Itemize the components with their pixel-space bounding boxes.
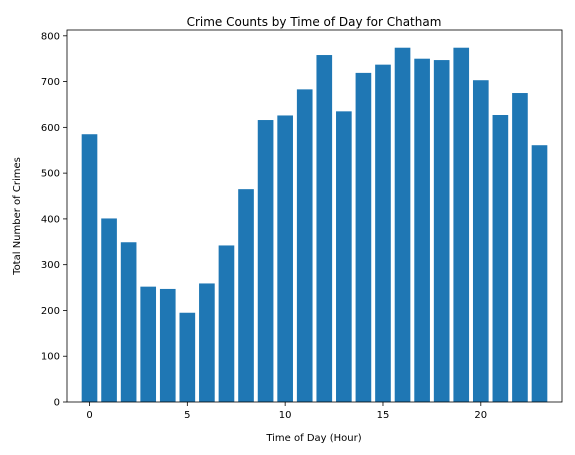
x-tick-label: 10: [279, 410, 292, 421]
bar-hour-7: [218, 245, 235, 402]
bar-hour-3: [140, 286, 157, 402]
y-tick-label: 500: [41, 169, 60, 180]
bar-hour-6: [199, 283, 215, 402]
y-tick-label: 600: [41, 123, 60, 134]
bar-hour-8: [238, 189, 254, 402]
chart-title: Crime Counts by Time of Day for Chatham: [187, 15, 442, 29]
x-axis-ticks: 0 5 10 15 20: [86, 402, 487, 421]
y-tick-label: 200: [41, 306, 60, 317]
bar-hour-12: [316, 55, 333, 402]
bar-hour-16: [394, 47, 411, 402]
bar-hour-9: [257, 120, 274, 402]
bar-hour-13: [336, 111, 352, 403]
y-tick-label: 800: [41, 31, 60, 42]
bar-hour-17: [414, 58, 430, 402]
bar-hour-21: [492, 115, 509, 403]
y-tick-label: 0: [54, 398, 60, 409]
x-tick-label: 5: [184, 410, 190, 421]
x-axis-label: Time of Day (Hour): [265, 433, 361, 444]
bar-series: [81, 47, 548, 403]
bar-hour-10: [277, 115, 293, 403]
y-axis-label: Total Number of Crimes: [12, 157, 23, 276]
y-tick-label: 300: [41, 260, 60, 271]
x-tick-label: 0: [86, 410, 92, 421]
bar-hour-0: [81, 134, 98, 403]
bar-hour-19: [453, 47, 470, 402]
bar-hour-11: [296, 89, 313, 402]
bar-hour-15: [375, 64, 391, 402]
bar-hour-14: [355, 72, 372, 403]
y-tick-label: 100: [41, 352, 60, 363]
x-tick-label: 20: [474, 410, 487, 421]
bar-hour-23: [531, 145, 548, 402]
bar-hour-22: [512, 93, 528, 402]
y-axis-ticks: 0 100 200 300 400 500 600 700 800: [41, 31, 67, 409]
bar-hour-5: [179, 312, 196, 402]
y-tick-label: 700: [41, 77, 60, 88]
bar-hour-1: [101, 218, 117, 402]
plot-frame: [66, 29, 563, 403]
bar-hour-20: [472, 80, 489, 402]
bar-hour-2: [120, 242, 137, 402]
y-tick-label: 400: [41, 214, 60, 225]
bar-hour-4: [159, 288, 176, 402]
x-tick-label: 15: [377, 410, 390, 421]
bar-hour-18: [433, 60, 450, 402]
